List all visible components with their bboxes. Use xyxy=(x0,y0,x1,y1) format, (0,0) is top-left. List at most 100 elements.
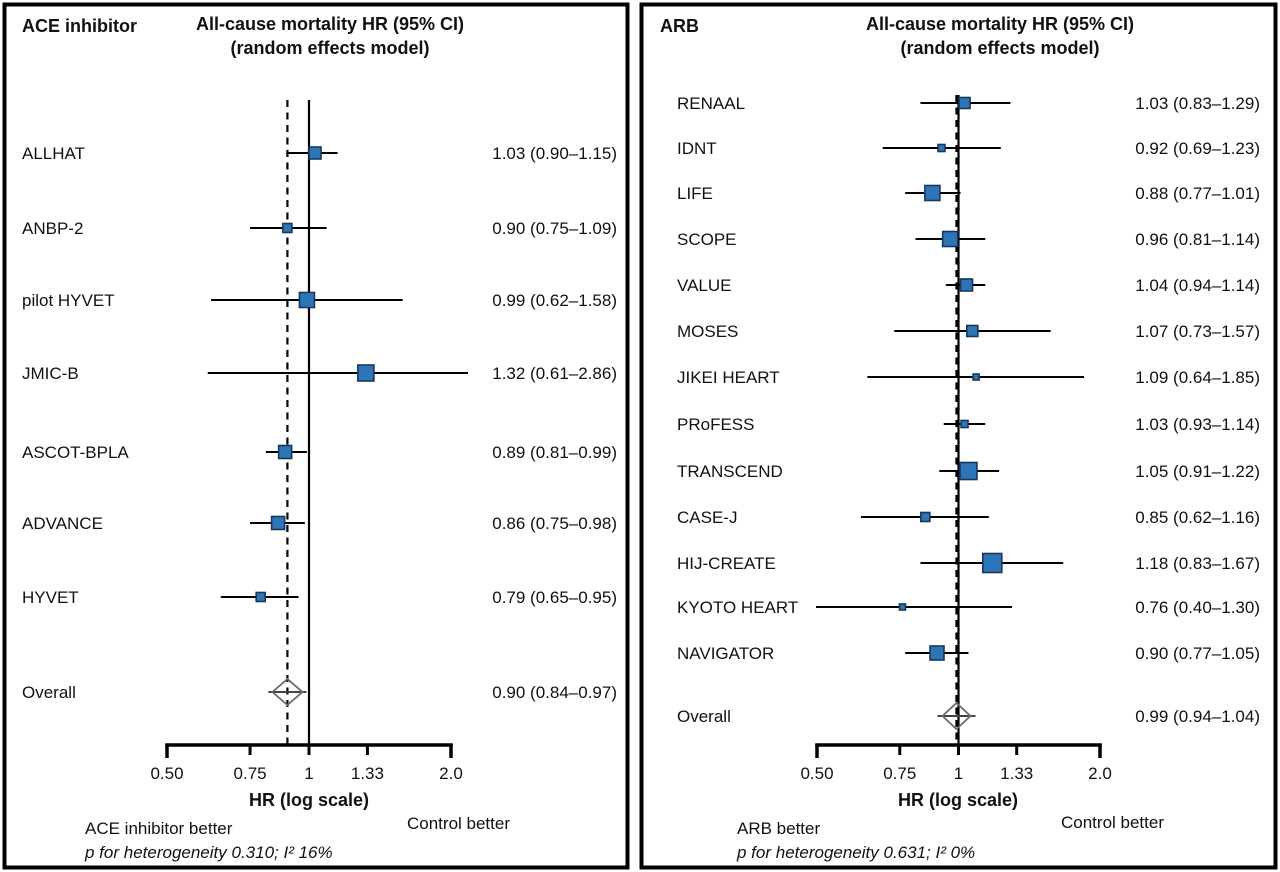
ace-x-axis-label: HR (log scale) xyxy=(249,790,369,810)
study-hr-ci-value: 0.85 (0.62–1.16) xyxy=(1135,508,1260,527)
study-weight-square xyxy=(357,364,375,382)
study-row: ALLHAT 1.03 (0.90–1.15) xyxy=(22,144,617,163)
study-row: ADVANCE 0.86 (0.75–0.98) xyxy=(22,514,617,533)
study-label: ADVANCE xyxy=(22,514,103,533)
study-row: ANBP-2 0.90 (0.75–1.09) xyxy=(22,219,617,238)
study-hr-ci-value: 0.89 (0.81–0.99) xyxy=(492,443,617,462)
x-axis-tick-label: 1 xyxy=(304,764,313,783)
ace-left-better-label: ACE inhibitor better xyxy=(85,819,233,838)
study-weight-square xyxy=(298,291,316,309)
x-axis-tick-label: 0.75 xyxy=(883,764,916,783)
study-label: JIKEI HEART xyxy=(677,368,780,387)
overall-label: Overall xyxy=(677,707,731,726)
study-row: CASE-J 0.85 (0.62–1.16) xyxy=(677,508,1260,527)
study-hr-ci-value: 0.88 (0.77–1.01) xyxy=(1135,184,1260,203)
study-label: ASCOT-BPLA xyxy=(22,443,129,462)
arb-left-better-label: ARB better xyxy=(737,819,820,838)
x-axis-tick-label: 0.50 xyxy=(800,764,833,783)
study-weight-square xyxy=(959,278,974,292)
study-weight-square xyxy=(972,373,980,381)
study-weight-square xyxy=(981,552,1003,574)
x-axis-tick-label: 1.33 xyxy=(1000,764,1033,783)
study-row: PRoFESS 1.03 (0.93–1.14) xyxy=(677,415,1260,434)
x-axis-tick-label: 0.50 xyxy=(150,764,183,783)
study-weight-square xyxy=(966,324,979,338)
study-row: MOSES 1.07 (0.73–1.57) xyxy=(677,322,1260,341)
study-hr-ci-value: 0.90 (0.77–1.05) xyxy=(1135,644,1260,663)
study-label: TRANSCEND xyxy=(677,462,783,481)
study-hr-ci-value: 0.92 (0.69–1.23) xyxy=(1135,139,1260,158)
study-weight-square xyxy=(920,511,931,523)
overall-hr-ci-value: 0.90 (0.84–0.97) xyxy=(492,683,617,702)
ace-heterogeneity-note: p for heterogeneity 0.310; I² 16% xyxy=(84,843,333,862)
study-label: CASE-J xyxy=(677,508,737,527)
study-row: TRANSCEND 1.05 (0.91–1.22) xyxy=(677,461,1260,481)
study-weight-square xyxy=(255,591,267,603)
study-label: pilot HYVET xyxy=(22,291,115,310)
ace-forest-plot: 0.50 0.75 1 1.33 2.0 ALLHAT 1.03 (0.90–1.15) AN… xyxy=(22,100,617,783)
study-hr-ci-value: 0.90 (0.75–1.09) xyxy=(492,219,617,238)
study-label: JMIC-B xyxy=(22,364,79,383)
study-row: IDNT 0.92 (0.69–1.23) xyxy=(677,139,1260,158)
study-hr-ci-value: 1.09 (0.64–1.85) xyxy=(1135,368,1260,387)
study-weight-square xyxy=(960,419,969,429)
study-label: ALLHAT xyxy=(22,144,85,163)
study-weight-square xyxy=(898,603,907,611)
study-row: HYVET 0.79 (0.65–0.95) xyxy=(22,588,617,607)
ace-panel-label: ACE inhibitor xyxy=(22,16,137,36)
ace-title-line2: (random effects model) xyxy=(230,38,429,58)
study-hr-ci-value: 0.76 (0.40–1.30) xyxy=(1135,598,1260,617)
study-label: HYVET xyxy=(22,588,79,607)
study-hr-ci-value: 0.96 (0.81–1.14) xyxy=(1135,230,1260,249)
arb-title-line1: All-cause mortality HR (95% CI) xyxy=(866,14,1134,34)
arb-right-better-label: Control better xyxy=(1061,813,1164,832)
arb-title-line2: (random effects model) xyxy=(900,38,1099,58)
study-weight-square xyxy=(270,515,286,531)
study-label: NAVIGATOR xyxy=(677,644,774,663)
study-label: KYOTO HEART xyxy=(677,598,798,617)
overall-label: Overall xyxy=(22,683,76,702)
arb-panel-border xyxy=(639,2,1278,870)
study-row: HIJ-CREATE 1.18 (0.83–1.67) xyxy=(677,552,1260,574)
study-row: NAVIGATOR 0.90 (0.77–1.05) xyxy=(677,644,1260,663)
study-hr-ci-value: 0.99 (0.62–1.58) xyxy=(492,291,617,310)
overall-row: Overall 0.99 (0.94–1.04) xyxy=(677,701,1260,731)
study-weight-square xyxy=(959,461,978,481)
ace-panel-border xyxy=(2,2,630,870)
study-row: ASCOT-BPLA 0.89 (0.81–0.99) xyxy=(22,443,617,462)
overall-hr-ci-value: 0.99 (0.94–1.04) xyxy=(1135,707,1260,726)
study-weight-square xyxy=(937,143,946,153)
study-weight-square xyxy=(924,184,941,202)
study-label: RENAAL xyxy=(677,94,745,113)
x-axis-tick-label: 2.0 xyxy=(1088,764,1112,783)
study-weight-square xyxy=(958,96,971,110)
study-weight-square xyxy=(308,146,322,160)
study-row: VALUE 1.04 (0.94–1.14) xyxy=(677,276,1260,295)
study-weight-square xyxy=(282,222,293,234)
study-label: ANBP-2 xyxy=(22,219,83,238)
study-weight-square xyxy=(277,444,293,460)
study-hr-ci-value: 1.18 (0.83–1.67) xyxy=(1135,554,1260,573)
study-row: JMIC-B 1.32 (0.61–2.86) xyxy=(22,364,617,383)
overall-diamond xyxy=(941,701,972,731)
x-axis-tick-label: 0.75 xyxy=(234,764,267,783)
study-weight-square xyxy=(941,230,959,248)
arb-x-axis-label: HR (log scale) xyxy=(898,790,1018,810)
study-row: JIKEI HEART 1.09 (0.64–1.85) xyxy=(677,368,1260,387)
ace-title-line1: All-cause mortality HR (95% CI) xyxy=(196,14,464,34)
study-hr-ci-value: 1.32 (0.61–2.86) xyxy=(492,364,617,383)
study-hr-ci-value: 1.03 (0.93–1.14) xyxy=(1135,415,1260,434)
study-hr-ci-value: 1.04 (0.94–1.14) xyxy=(1135,276,1260,295)
study-label: HIJ-CREATE xyxy=(677,554,776,573)
study-hr-ci-value: 1.07 (0.73–1.57) xyxy=(1135,322,1260,341)
study-hr-ci-value: 1.03 (0.83–1.29) xyxy=(1135,94,1260,113)
arb-heterogeneity-note: p for heterogeneity 0.631; I² 0% xyxy=(736,843,975,862)
study-hr-ci-value: 1.05 (0.91–1.22) xyxy=(1135,462,1260,481)
study-label: IDNT xyxy=(677,139,717,158)
study-weight-square xyxy=(929,645,945,661)
study-hr-ci-value: 0.86 (0.75–0.98) xyxy=(492,514,617,533)
arb-panel-label: ARB xyxy=(660,16,699,36)
overall-diamond xyxy=(271,677,304,707)
